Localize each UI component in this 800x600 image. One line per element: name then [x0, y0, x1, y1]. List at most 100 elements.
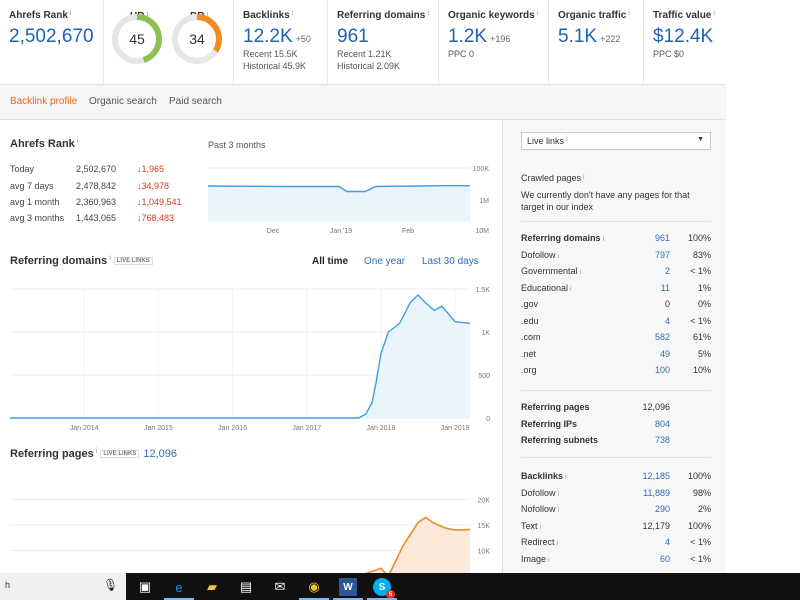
metric-title: Organic traffic — [558, 10, 627, 21]
stat-value[interactable]: 290 — [654, 504, 670, 514]
stat-value[interactable]: 804 — [654, 418, 670, 429]
stat-label: Dofollow i — [521, 249, 560, 260]
x-tick-label: Dec — [267, 228, 280, 235]
info-icon[interactable]: i — [536, 10, 539, 17]
tab-paid-search[interactable]: Paid search — [169, 96, 222, 107]
notification-badge: 5 — [386, 590, 395, 599]
store-icon[interactable]: ▤ — [239, 579, 253, 594]
stat-value[interactable]: 11 — [660, 282, 670, 293]
info-icon[interactable]: i — [583, 174, 585, 181]
ahrefs-rank-section: Ahrefs Rank i — [10, 138, 78, 150]
info-icon[interactable]: i — [206, 11, 209, 18]
stat-value[interactable]: 582 — [654, 332, 670, 342]
metric-value[interactable]: 12.2K — [243, 26, 293, 47]
info-icon[interactable]: i — [570, 285, 572, 293]
microphone-icon[interactable]: 🎙 — [103, 578, 119, 592]
series-area — [208, 185, 470, 221]
domains-stats: Referring domains i 961 100% Dofollow i 797 83%… — [521, 230, 711, 379]
dropdown-value: Live links — [527, 136, 565, 146]
x-tick-label: Feb — [402, 228, 414, 235]
info-icon[interactable]: i — [548, 556, 550, 564]
rank-value: 2,502,670 — [76, 164, 117, 174]
info-icon[interactable]: i — [109, 255, 111, 262]
stat-percent: 1% — [697, 282, 711, 293]
file-explorer-icon[interactable]: ▰ — [207, 579, 217, 594]
stat-value[interactable]: 738 — [654, 435, 670, 445]
range-one-year[interactable]: One year — [364, 256, 406, 267]
stat-value[interactable]: 11,889 — [643, 487, 670, 498]
info-icon[interactable]: i — [539, 523, 542, 531]
info-icon[interactable]: i — [95, 448, 98, 455]
info-icon[interactable]: i — [146, 11, 149, 18]
metric-referring-domains: Referring domains i 961 Recent 1.21K Hist… — [328, 0, 439, 85]
rank-change: ↓34,978 — [137, 181, 170, 191]
x-tick-label: Jan 2014 — [70, 425, 99, 432]
stat-value[interactable]: 797 — [654, 249, 670, 260]
stat-label: Backlinks i — [521, 471, 567, 481]
mail-icon[interactable]: ✉ — [274, 579, 286, 594]
metric-value[interactable]: 2,502,670 — [9, 26, 94, 47]
metric-value[interactable]: 5.1K — [558, 26, 598, 47]
stat-value[interactable]: 961 — [654, 233, 670, 243]
tab-organic-search[interactable]: Organic search — [89, 96, 157, 107]
stat-value[interactable]: 49 — [659, 348, 670, 359]
rank-label: avg 3 months — [10, 213, 65, 223]
stat-value[interactable]: 4 — [664, 315, 670, 326]
stat-row: Referring domains i 961 100% — [521, 230, 711, 247]
info-icon[interactable]: i — [556, 540, 559, 547]
stat-label: .gov — [521, 299, 539, 309]
stat-row: .net 49 5% — [521, 346, 711, 363]
stat-row: Nofollow i 290 2% — [521, 501, 711, 518]
stat-value[interactable]: 100 — [654, 365, 670, 375]
tab-backlink-profile[interactable]: Backlink profile — [10, 96, 78, 107]
info-icon[interactable]: i — [557, 507, 560, 514]
info-icon[interactable]: i — [76, 138, 79, 145]
rank-value: 2,478,842 — [76, 181, 117, 191]
info-icon[interactable]: i — [291, 10, 294, 17]
stat-percent: 100% — [687, 520, 711, 531]
referring-pages-chart: 20K 15K 10K — [10, 498, 491, 576]
info-icon[interactable]: i — [69, 10, 72, 17]
info-icon[interactable]: i — [579, 269, 582, 276]
metric-value[interactable]: 961 — [337, 26, 369, 47]
info-icon[interactable]: i — [565, 474, 567, 481]
edge-icon[interactable]: e — [175, 579, 183, 595]
stat-row: .gov 0 0% — [521, 296, 711, 313]
stat-label: Referring subnets — [521, 435, 599, 445]
chrome-icon[interactable]: ◉ — [308, 579, 320, 594]
live-links-dropdown[interactable]: Live links i ▼ — [521, 132, 711, 150]
task-view-icon[interactable]: ▣ — [138, 579, 152, 594]
stat-value[interactable]: 4 — [664, 537, 670, 547]
range-all-time[interactable]: All time — [312, 256, 349, 267]
stat-value[interactable]: 2 — [664, 266, 670, 276]
referring-pages-count[interactable]: 12,096 — [143, 448, 177, 460]
info-icon[interactable]: i — [602, 236, 605, 243]
stat-label: Governmental i — [521, 266, 582, 276]
info-icon[interactable]: i — [566, 136, 568, 143]
metric-value[interactable]: 1.2K — [448, 26, 488, 47]
x-tick-label: Jan 2016 — [218, 425, 247, 432]
metric-value[interactable]: $12.4K — [653, 26, 714, 47]
metric-title: Organic keywords — [448, 10, 535, 21]
taskbar-search-box[interactable]: h — [0, 573, 126, 600]
info-icon[interactable]: i — [557, 490, 560, 498]
info-icon[interactable]: i — [557, 252, 560, 260]
y-tick-label: 10K — [478, 549, 491, 556]
running-indicator — [367, 598, 397, 600]
stat-row: Text i 12,179 100% — [521, 518, 711, 535]
stat-percent: 10% — [692, 365, 711, 375]
range-last-30-days[interactable]: Last 30 days — [422, 256, 479, 267]
metric-organic-keywords: Organic keywords i 1.2K +196 PPC 0 — [439, 0, 549, 85]
info-icon[interactable]: i — [713, 10, 715, 17]
referring-domains-chart: Jan 2014 Jan 2015 Jan 2016 Jan 2017 Jan 2018… — [10, 287, 490, 432]
stat-label: Referring domains i — [521, 233, 605, 243]
series-line — [358, 516, 471, 576]
word-icon[interactable]: W — [339, 578, 357, 596]
backlinks-stats: Backlinks i 12,185 100% Dofollow i 11,889 98% No… — [521, 468, 711, 567]
info-icon[interactable]: i — [628, 10, 630, 17]
stat-value[interactable]: 12,185 — [642, 471, 670, 481]
info-icon[interactable]: i — [427, 10, 429, 17]
ur-gauge: 45 — [112, 14, 162, 64]
stat-value[interactable]: 60 — [659, 553, 670, 564]
